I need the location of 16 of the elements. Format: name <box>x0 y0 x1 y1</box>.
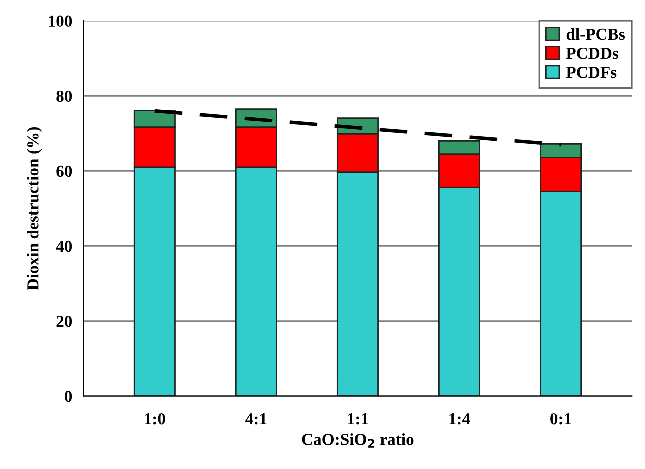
y-axis-title: Dioxin destruction (%) <box>27 127 42 290</box>
y-tick-label: 20 <box>56 316 72 328</box>
legend-label: PCDDs <box>566 48 619 60</box>
x-axis-title: CaO:SiO$_{2}$ ratio <box>302 434 414 448</box>
y-tick-label: 60 <box>56 166 72 178</box>
x-tick-label: 1:1 <box>348 414 368 425</box>
x-tick-label: 1:4 <box>450 414 470 425</box>
y-tick-label: 100 <box>49 16 72 28</box>
x-tick-label: 0:1 <box>550 413 572 425</box>
legend-label: dl-PCBs <box>566 28 626 40</box>
legend-label: PCDFs <box>566 67 617 78</box>
x-tick-label: 4:1 <box>246 414 267 425</box>
x-tick-label: 1:0 <box>145 413 166 425</box>
y-tick-label: 80 <box>56 90 72 102</box>
y-tick-label: 40 <box>56 240 72 252</box>
y-tick-label: 0 <box>65 391 72 402</box>
